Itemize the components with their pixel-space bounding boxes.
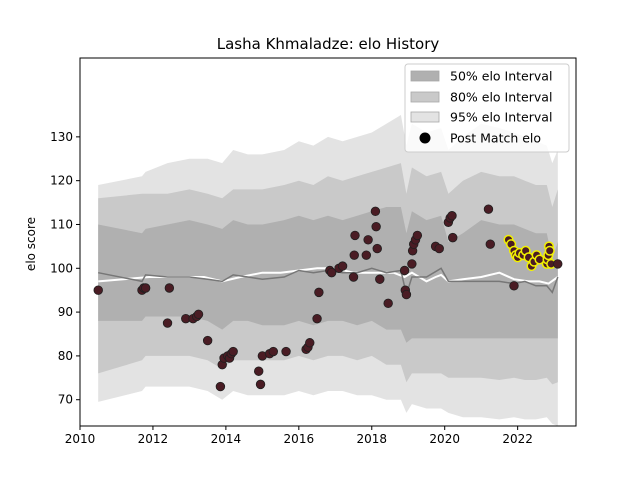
post-match-elo-point <box>370 206 381 217</box>
post-match-elo-point <box>228 346 238 357</box>
y-tick-label: 90 <box>58 305 73 319</box>
post-match-elo-point <box>375 274 385 284</box>
y-tick-label: 80 <box>58 349 73 363</box>
post-match-elo-point <box>254 366 264 376</box>
post-match-elo-point <box>350 230 360 241</box>
chart-title: Lasha Khmaladze: elo History <box>217 35 440 53</box>
expected-elo-line <box>98 267 559 298</box>
legend-label: 80% elo Interval <box>450 90 552 105</box>
latest-post-match-elo-point <box>553 259 563 269</box>
post-match-elo-point <box>348 272 359 282</box>
post-match-elo-point <box>164 283 175 293</box>
y-tick-label: 70 <box>58 393 73 407</box>
y-tick-label: 100 <box>50 261 73 275</box>
y-tick-label: 130 <box>50 130 73 144</box>
legend-label: 50% elo Interval <box>450 69 552 84</box>
post-match-elo-point <box>371 221 381 232</box>
legend-label: Post Match elo <box>450 131 541 146</box>
y-tick-label: 110 <box>50 217 73 231</box>
plot-area <box>93 115 563 426</box>
y-tick-label: 120 <box>50 174 73 188</box>
post-match-elo-point <box>202 335 213 346</box>
post-match-elo-point <box>383 298 393 309</box>
legend-box <box>404 63 570 153</box>
post-match-elo-point <box>312 313 322 324</box>
legend-swatch <box>410 91 440 103</box>
post-match-elo-point <box>361 250 371 260</box>
post-match-elo-point <box>268 346 278 357</box>
legend-swatch <box>410 111 440 123</box>
post-match-elo-point <box>485 239 495 249</box>
legend: 50% elo Interval 80% elo Interval 95% elo … <box>404 63 570 153</box>
x-tick-label: 2010 <box>65 432 96 446</box>
post-match-elo-point <box>93 285 103 295</box>
post-match-elo-point <box>140 283 151 293</box>
post-match-elo-point <box>255 379 266 390</box>
post-match-elo-point <box>337 261 348 271</box>
x-tick-label: 2020 <box>429 432 460 446</box>
post-match-elo-point <box>363 235 373 245</box>
y-axis-label: elo score <box>24 217 38 271</box>
post-match-elo-point <box>305 338 315 348</box>
post-match-elo-point <box>193 309 204 319</box>
x-tick-label: 2014 <box>211 432 242 446</box>
post-match-elo-point <box>447 211 457 221</box>
post-match-elo-point <box>407 259 417 269</box>
post-match-elo-point <box>434 243 444 254</box>
post-match-elo-point <box>326 267 337 278</box>
post-match-elo-point <box>162 318 173 328</box>
legend-label: 95% elo Interval <box>450 110 552 125</box>
post-match-elo-point <box>401 289 412 300</box>
plot-frame <box>79 57 577 427</box>
mean-elo-line <box>98 267 559 285</box>
post-match-elo-point <box>509 281 519 291</box>
post-match-elo-point <box>412 230 423 241</box>
post-match-elo-point <box>349 250 359 260</box>
post-match-elo-point <box>483 204 494 214</box>
recent-post-match-elo-point <box>544 245 555 256</box>
x-tick-label: 2012 <box>138 432 169 446</box>
x-tick-label: 2016 <box>284 432 315 446</box>
post-match-elo-point <box>399 265 410 276</box>
legend-marker <box>419 132 431 144</box>
post-match-elo-point <box>215 381 226 392</box>
post-match-elo-point <box>448 232 458 243</box>
x-tick-label: 2018 <box>356 432 387 446</box>
post-match-elo-point <box>281 346 291 357</box>
axes: 2010 2012 2014 2016 2018 2020 2022 70 80 90 100 110… <box>50 57 577 446</box>
post-match-elo-point <box>372 243 382 254</box>
legend-swatch <box>410 70 440 82</box>
post-match-elo-point <box>314 287 324 298</box>
x-tick-label: 2022 <box>502 432 533 446</box>
